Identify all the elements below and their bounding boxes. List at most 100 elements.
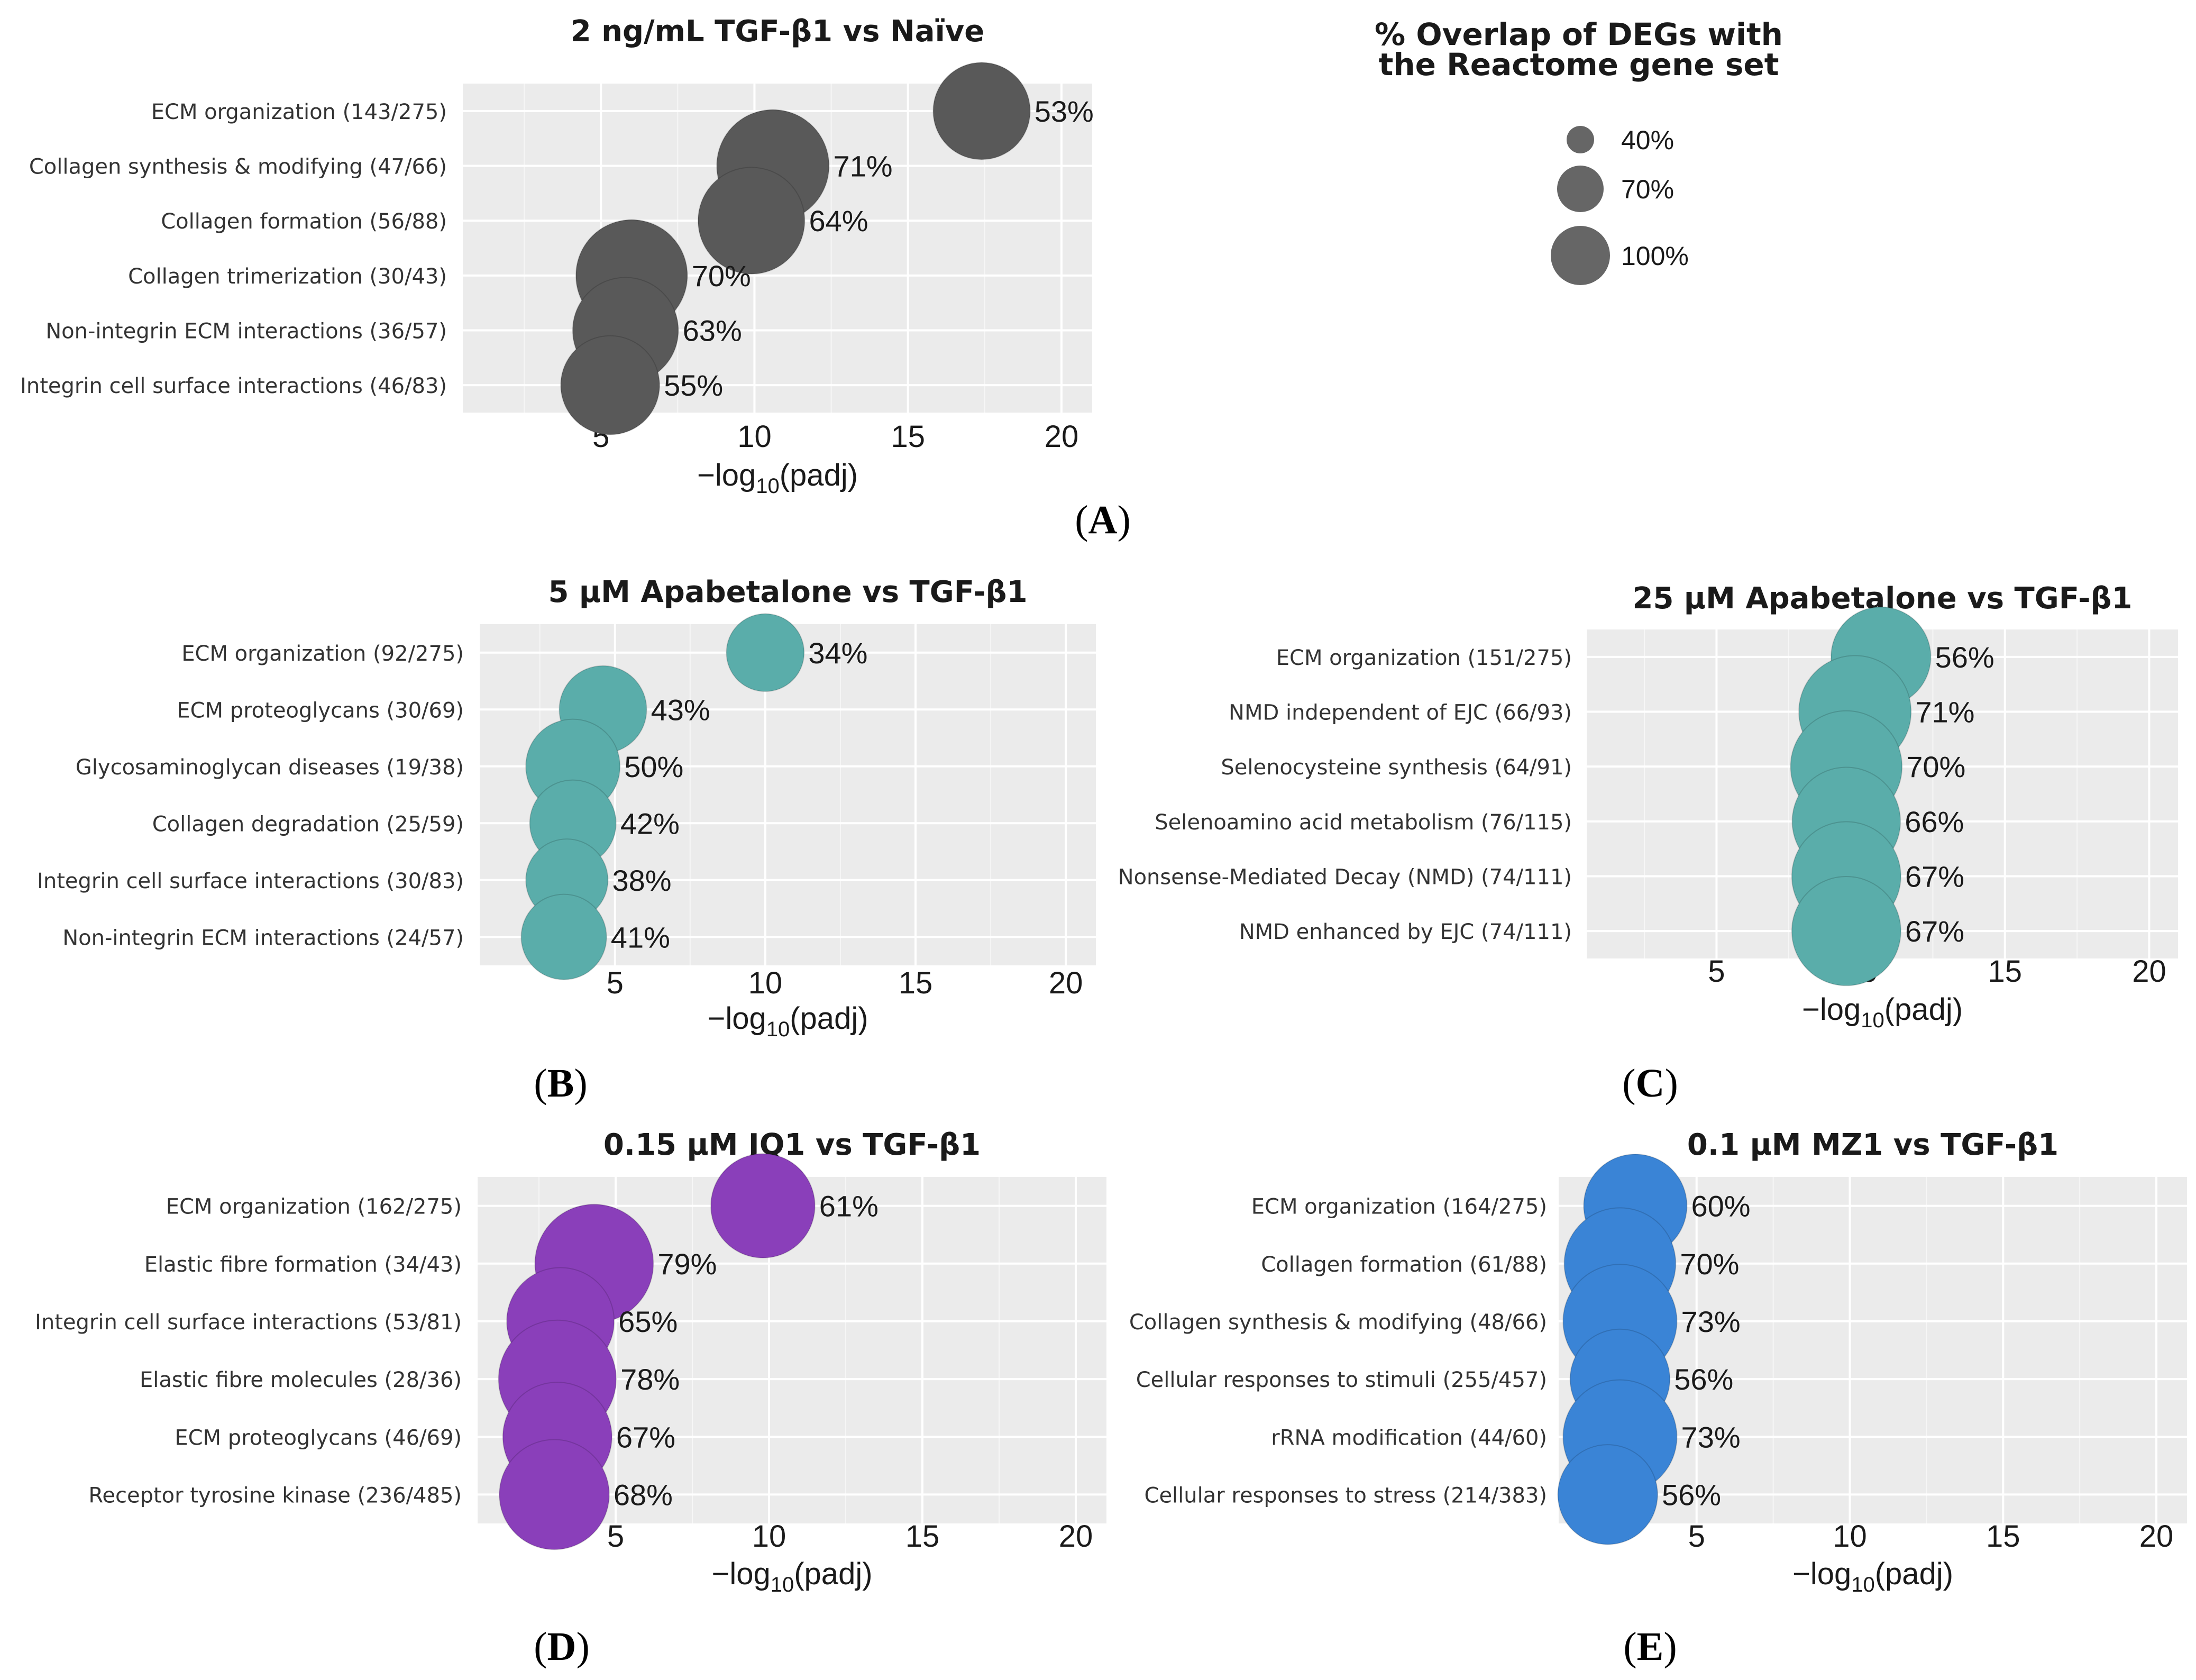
category-label: Collagen formation (61/88) [1261,1253,1547,1277]
category-label: Collagen trimerization (30/43) [128,264,447,289]
category-label: ECM organization (143/275) [151,100,447,124]
category-label: Selenocysteine synthesis (64/91) [1221,755,1572,780]
category-label: ECM organization (162/275) [166,1195,462,1219]
legend-key [1567,126,1594,153]
data-label: 43% [651,693,710,726]
panel-label: (E) [1623,1624,1677,1669]
panel-label: (B) [534,1061,587,1106]
x-axis-label-subscript: 10 [1851,1573,1875,1596]
chart-title: 2 ng/mL TGF-β1 vs Naïve [571,14,985,49]
data-label: 78% [620,1363,680,1396]
data-label: 61% [819,1190,879,1223]
x-axis-label-subscript: 10 [766,1018,790,1041]
x-tick-label: 20 [1049,966,1083,1000]
x-axis-label: −log10(padj) [1802,992,1963,1032]
category-label: ECM organization (151/275) [1276,646,1572,670]
legend-label: 40% [1621,125,1674,155]
data-label: 67% [1905,915,1964,948]
x-axis-label-main: −log [707,1001,766,1036]
panel-label-close: ) [1117,498,1130,542]
x-axis-label-main: −log [697,458,756,492]
panel-b: 5 μM Apabetalone vs TGF-β1 ECM organizati… [37,575,1096,1106]
x-tick-label: 5 [607,1519,624,1554]
category-label: ECM proteoglycans (46/69) [175,1426,462,1450]
category-label: Glycosaminoglycan diseases (19/38) [76,755,464,780]
panel-label-open: ( [1075,498,1088,542]
panel-label-letter: D [547,1624,577,1669]
category-label: Non-integrin ECM interactions (24/57) [62,926,464,950]
data-label: 66% [1905,805,1964,838]
category-label: Non-integrin ECM interactions (36/57) [45,319,447,344]
x-tick-label: 10 [752,1519,786,1554]
panel-label-open: ( [1622,1061,1635,1106]
data-label: 56% [1662,1478,1721,1511]
category-label: ECM organization (164/275) [1251,1195,1547,1219]
data-label: 71% [833,150,892,183]
data-label: 56% [1935,641,1994,674]
x-tick-label: 5 [1708,954,1725,989]
category-label: Integrin cell surface interactions (30/8… [37,869,464,893]
x-tick-label: 15 [1988,954,2023,989]
x-tick-label: 5 [1688,1519,1705,1554]
panel-label: (C) [1622,1061,1678,1106]
data-label: 53% [1035,95,1094,128]
x-axis-label: −log10(padj) [707,1001,868,1041]
data-label: 71% [1915,696,1974,729]
panel-label-close: ) [576,1624,589,1669]
data-point [697,167,806,275]
category-label: Collagen synthesis & modifying (47/66) [29,155,447,179]
x-tick-label: 15 [1986,1519,2020,1554]
category-label: NMD enhanced by EJC (74/111) [1239,920,1572,944]
data-point [710,1153,816,1258]
category-label: Elastic fibre formation (34/43) [144,1253,462,1277]
x-axis-label-main: −log [1792,1557,1851,1591]
data-label: 65% [618,1305,678,1338]
panel-label-letter: C [1636,1061,1665,1106]
panel-label-close: ) [1663,1624,1677,1669]
data-label: 68% [614,1478,673,1511]
data-label: 70% [1680,1247,1739,1281]
category-label: Cellular responses to stimuli (255/457) [1136,1368,1547,1392]
category-label: Collagen formation (56/88) [161,209,447,234]
x-tick-label: 20 [1045,419,1079,454]
category-label: rRNA modification (44/60) [1271,1426,1547,1450]
data-label: 70% [692,259,751,293]
legend-key [1551,226,1610,285]
data-point [1557,1444,1659,1545]
data-point [560,335,661,435]
x-tick-label: 10 [737,419,772,454]
data-label: 67% [616,1420,675,1454]
chart-title: 0.15 μM JQ1 vs TGF-β1 [603,1128,981,1162]
data-point [726,613,805,692]
data-point [520,893,607,980]
x-axis-label-rest: (padj) [790,1001,868,1036]
x-tick-label: 20 [1059,1519,1093,1554]
x-tick-label: 20 [2132,954,2166,989]
legend-key [1557,166,1604,212]
x-axis-label-main: −log [1802,992,1861,1027]
data-label: 67% [1905,860,1964,893]
category-label: Integrin cell surface interactions (46/8… [20,374,447,398]
x-tick-label: 20 [2139,1519,2174,1554]
data-point [499,1439,610,1550]
x-tick-label: 15 [891,419,925,454]
data-label: 56% [1674,1363,1733,1396]
panel-label-letter: A [1088,498,1118,542]
x-axis-label-subscript: 10 [1861,1009,1884,1032]
x-axis-label-main: −log [711,1557,770,1591]
x-tick-label: 15 [905,1519,940,1554]
category-label: Elastic fibre molecules (28/36) [140,1368,462,1392]
panel-label: (A) [1075,498,1131,542]
x-axis-label-subscript: 10 [756,474,780,498]
data-label: 55% [664,369,723,402]
data-label: 34% [808,636,867,670]
x-tick-label: 10 [748,966,783,1000]
panel-label-letter: B [547,1061,574,1106]
chart-title: 5 μM Apabetalone vs TGF-β1 [548,575,1027,609]
x-axis-label-rest: (padj) [1884,992,1963,1027]
legend-label: 70% [1621,175,1674,204]
legend-label: 100% [1621,241,1689,271]
